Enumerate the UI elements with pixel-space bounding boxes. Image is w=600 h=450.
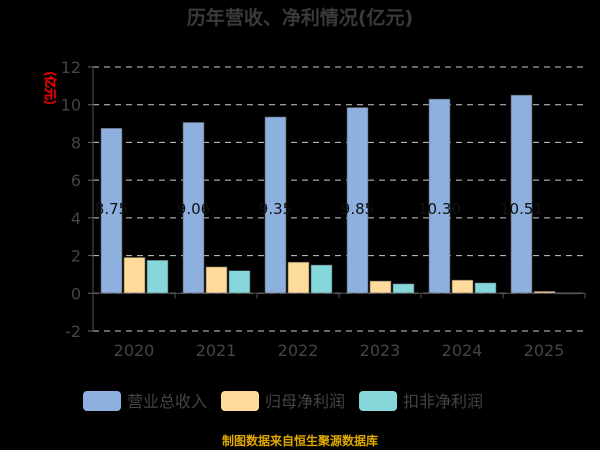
- bar-net-profit: [369, 280, 392, 294]
- data-label: 9.85: [341, 200, 374, 218]
- bar-revenue: [510, 94, 533, 294]
- y-tick-label: 6: [71, 171, 81, 190]
- legend-label: 归母净利润: [265, 392, 345, 411]
- bar-net-profit: [205, 266, 228, 294]
- y-tick-label: 8: [71, 133, 81, 152]
- y-tick-label: 12: [61, 58, 81, 77]
- y-tick-label: 10: [61, 96, 81, 115]
- x-tick-label: 2022: [278, 341, 319, 360]
- legend-swatch: [83, 391, 121, 411]
- legend-label: 扣非净利润: [403, 392, 483, 411]
- bar-net-profit: [451, 279, 474, 294]
- data-label: 10.51: [500, 200, 543, 218]
- x-tick-label: 2021: [196, 341, 237, 360]
- data-label: 9.35: [259, 200, 292, 218]
- x-tick-label: 2025: [524, 341, 565, 360]
- legend-swatch: [221, 391, 260, 411]
- data-label: 10.30: [418, 200, 461, 218]
- bar-revenue: [428, 98, 451, 294]
- bar-deducted-net-profit: [392, 283, 415, 294]
- chart-title: 历年营收、净利情况(亿元): [187, 6, 413, 29]
- data-label: 9.06: [177, 200, 210, 218]
- bar-deducted-net-profit: [146, 259, 169, 294]
- data-label: 8.75: [95, 200, 128, 218]
- y-tick-label: -2: [65, 322, 81, 341]
- bar-deducted-net-profit: [474, 282, 497, 294]
- bar-deducted-net-profit: [310, 264, 333, 294]
- x-tick-label: 2024: [442, 341, 483, 360]
- y-axis-label: (亿元): [43, 71, 58, 104]
- y-tick-label: 4: [71, 209, 81, 228]
- bar-deducted-net-profit: [228, 270, 251, 294]
- source-note: 制图数据来自恒生聚源数据库: [222, 433, 378, 448]
- y-tick-label: 0: [71, 284, 81, 303]
- y-tick-label: 2: [71, 247, 81, 266]
- legend-swatch: [359, 391, 398, 411]
- legend-label: 营业总收入: [127, 392, 207, 411]
- x-tick-label: 2020: [114, 341, 155, 360]
- bar-net-profit: [287, 261, 310, 294]
- x-tick-label: 2023: [360, 341, 401, 360]
- bar-net-profit: [123, 257, 146, 294]
